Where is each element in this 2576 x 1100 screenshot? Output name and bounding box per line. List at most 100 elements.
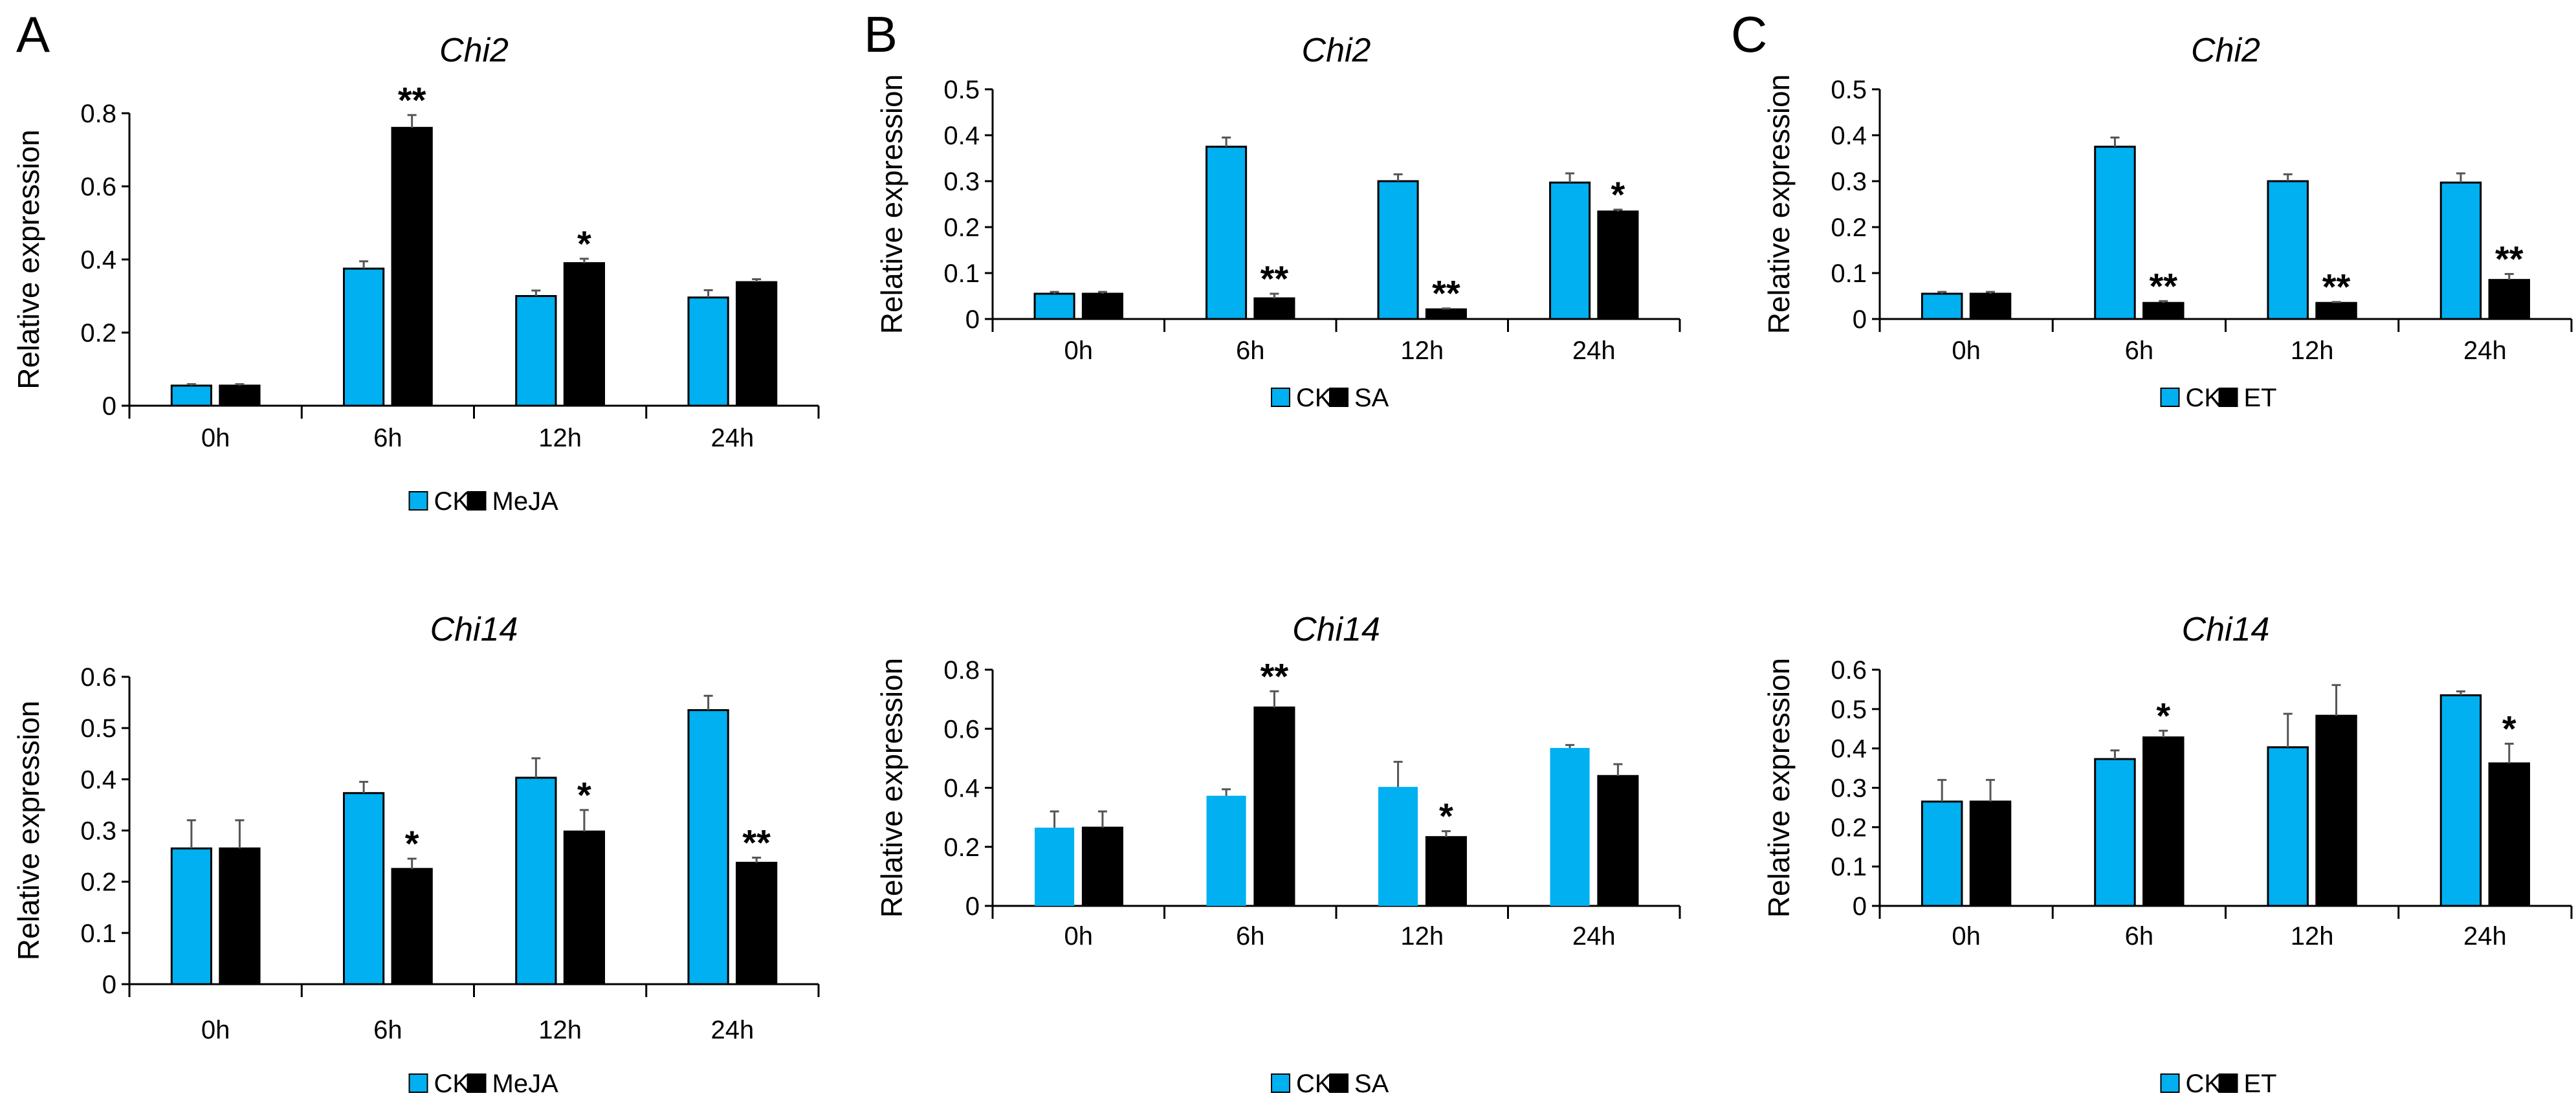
bar-ck <box>342 267 385 407</box>
x-tick-label: 24h <box>711 1016 754 1044</box>
x-tick-label: 12h <box>1400 336 1444 365</box>
y-tick-label: 0.3 <box>1831 168 1867 196</box>
bar-sa <box>1597 210 1639 320</box>
significance-marker: * <box>2502 708 2516 749</box>
x-tick-label: 12h <box>1400 922 1444 951</box>
x-tick-label: 6h <box>2125 336 2154 365</box>
y-tick-label: 0.2 <box>943 214 980 242</box>
legend-swatch-meja <box>467 1073 487 1093</box>
legend-swatch-ck <box>2160 388 2180 407</box>
y-tick-label: 0.4 <box>80 246 116 274</box>
y-tick-label: 0 <box>965 305 980 334</box>
legend-swatch-ck <box>2160 1073 2180 1093</box>
significance-marker: * <box>1439 796 1453 837</box>
x-tick-label: 0h <box>1064 336 1094 365</box>
x-tick-label: 0h <box>1952 922 1981 951</box>
legend-label: ET <box>2244 384 2277 412</box>
chart-panel-2: Chi14 Relative expression 0 0.1 0.2 0.3 0.4 0.5… <box>12 611 820 1098</box>
chart-title: Chi14 <box>430 611 518 648</box>
y-tick-label: 0.8 <box>80 100 116 128</box>
panel-letter: C <box>1731 6 1767 63</box>
legend-label: CK <box>434 1070 470 1098</box>
x-tick-label: 6h <box>373 1016 402 1044</box>
bar-et <box>2488 279 2531 320</box>
legend-swatch-sa <box>1329 388 1349 407</box>
y-tick-label: 0.2 <box>943 833 980 862</box>
legend-label: ET <box>2244 1070 2277 1098</box>
y-tick-label: 0.3 <box>1831 775 1867 803</box>
significance-marker: * <box>2156 695 2170 736</box>
y-tick-label: 0 <box>102 971 116 999</box>
y-tick-label: 0.2 <box>1831 813 1867 842</box>
y-tick-label: 0.1 <box>1831 259 1867 288</box>
panel-letter: A <box>16 6 50 63</box>
legend-swatch-meja <box>467 491 487 511</box>
bar-ck <box>515 776 557 985</box>
bar-sa <box>1253 706 1295 907</box>
y-tick-label: 0.1 <box>80 919 116 948</box>
y-axis-label: Relative expression <box>1762 658 1796 918</box>
y-tick-label: 0.3 <box>80 817 116 846</box>
bar-meja <box>736 281 778 407</box>
chart-panel-5: C Chi2 Relative expression 0 0.1 0.2 0.3 0.4 0.5… <box>1731 6 2573 412</box>
bar-ck <box>687 709 729 985</box>
legend-label: CK <box>1296 384 1332 412</box>
bar-ck <box>1550 747 1590 906</box>
y-tick-label: 0.4 <box>1831 122 1867 150</box>
bar-ck <box>515 295 557 407</box>
bar-ck <box>2439 181 2482 320</box>
y-tick-label: 0 <box>102 392 116 421</box>
y-axis-label: Relative expression <box>12 129 45 389</box>
bar-meja <box>219 847 261 985</box>
bar-ck <box>342 792 385 985</box>
significance-marker: ** <box>398 80 426 120</box>
y-tick-label: 0.6 <box>80 173 116 201</box>
bar-meja <box>219 384 261 407</box>
significance-marker: ** <box>2322 267 2351 307</box>
y-tick-label: 0.4 <box>943 122 980 150</box>
legend-label: CK <box>2186 1070 2222 1098</box>
bar-sa <box>1253 297 1295 320</box>
bar-ck <box>2439 694 2482 907</box>
x-tick-label: 24h <box>2463 922 2507 951</box>
chart-title: Chi2 <box>1302 32 1371 69</box>
y-tick-label: 0.5 <box>1831 76 1867 104</box>
y-tick-label: 0.6 <box>1831 656 1867 685</box>
bar-et <box>2142 736 2185 907</box>
legend-swatch-ck <box>1271 388 1290 407</box>
x-tick-label: 24h <box>1572 336 1616 365</box>
significance-marker: * <box>577 223 591 264</box>
bar-meja <box>736 861 778 985</box>
legend-label: CK <box>1296 1070 1332 1098</box>
bar-sa <box>1081 292 1123 320</box>
chart-title: Chi14 <box>2182 611 2270 648</box>
bar-ck <box>1205 146 1248 320</box>
bar-ck <box>1035 828 1075 906</box>
y-tick-label: 0.2 <box>80 319 116 347</box>
chart-panel-6: Chi14 Relative expression 0 0.1 0.2 0.3 0.4 0.5… <box>1762 611 2573 1098</box>
x-tick-label: 6h <box>1236 336 1265 365</box>
x-tick-label: 12h <box>2291 922 2334 951</box>
legend-label: SA <box>1354 1070 1389 1098</box>
bar-ck <box>1921 292 1963 320</box>
y-tick-label: 0.4 <box>80 765 116 794</box>
y-axis-label: Relative expression <box>875 74 908 334</box>
bar-ck <box>1921 800 1963 907</box>
legend-label: CK <box>434 487 470 516</box>
significance-marker: ** <box>1260 655 1289 696</box>
bar-ck <box>2094 146 2136 320</box>
y-axis-label: Relative expression <box>875 658 908 918</box>
legend-swatch-ck <box>1271 1073 1290 1093</box>
bar-et <box>2488 762 2531 907</box>
y-axis-label: Relative expression <box>1762 74 1796 334</box>
bar-ck <box>1033 292 1075 320</box>
x-tick-label: 0h <box>201 424 230 452</box>
y-tick-label: 0 <box>1853 305 1867 334</box>
x-tick-label: 12h <box>2291 336 2334 365</box>
bar-sa <box>1425 836 1467 907</box>
significance-marker: * <box>577 775 591 815</box>
bar-ck <box>1549 181 1591 320</box>
chart-title: Chi2 <box>2191 32 2260 69</box>
y-tick-label: 0 <box>965 892 980 921</box>
